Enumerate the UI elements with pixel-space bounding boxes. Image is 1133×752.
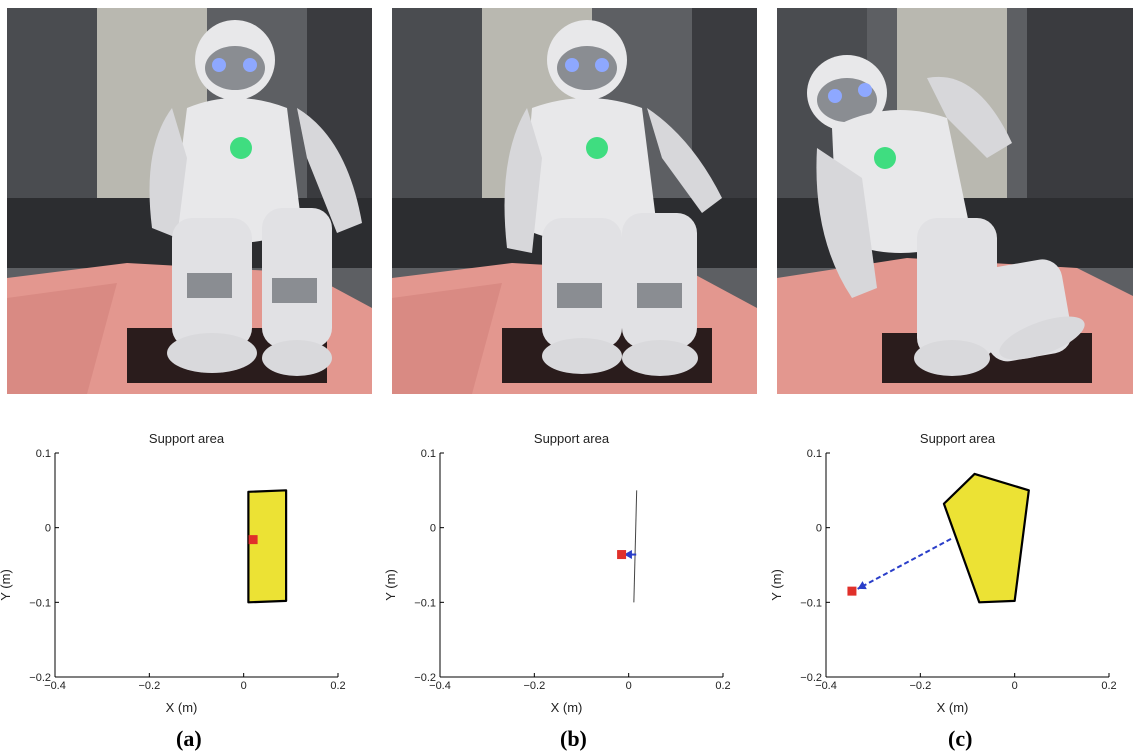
support-polygon (942, 472, 1030, 604)
x-tick-label: 0 (1012, 680, 1018, 692)
y-axis-label: Y (m) (769, 569, 784, 601)
robot-photo-b (392, 8, 757, 394)
x-tick-label: −0.4 (815, 680, 837, 692)
plot-svg-c: Support area−0.4 −0.2 0 0.2−0.2−0.100.1X (m… (769, 431, 1117, 715)
y-tick-label: 0 (816, 523, 822, 535)
support-polygon (633, 490, 638, 603)
x-tick-label: 0.2 (330, 680, 345, 692)
y-tick-label: −0.2 (414, 672, 436, 684)
x-tick-label: 0.2 (1101, 680, 1116, 692)
y-tick-label: 0 (430, 523, 436, 535)
cop-arrow-line (857, 537, 952, 590)
x-axis-label: X (m) (551, 700, 583, 715)
y-tick-label: 0.1 (807, 448, 822, 460)
y-axis-label: Y (m) (383, 569, 398, 601)
cop-marker (248, 535, 258, 545)
cop-arrow-head (623, 550, 632, 560)
robot-photo-c (777, 8, 1133, 394)
panel-label-b: (b) (560, 726, 587, 751)
x-tick-label: 0.2 (715, 680, 730, 692)
x-tick-label: −0.4 (429, 680, 451, 692)
plot-svg-a: Support area−0.4 −0.2 0 0.2−0.2−0.100.1X (m… (0, 431, 346, 715)
x-tick-label: −0.2 (138, 680, 160, 692)
panel-label-a: (a) (176, 726, 202, 751)
panel-label-c: (c) (948, 726, 973, 751)
chart-title: Support area (534, 431, 610, 446)
support-area-plot-c: Support area −0.4 −0.2 0 0.2 −0.2 −0.1 0 0.1 X (m… (769, 425, 1117, 725)
robot-photo-a (7, 8, 372, 394)
y-tick-label: −0.1 (414, 597, 436, 609)
x-axis-label: X (m) (166, 700, 198, 715)
chart-title: Support area (149, 431, 225, 446)
y-tick-label: −0.1 (29, 597, 51, 609)
plot-svg-b: Support area−0.4 −0.2 0 0.2−0.2−0.100.1X (m… (383, 431, 731, 715)
x-axis-label: X (m) (937, 700, 969, 715)
support-area-plot-a: Support area −0.4 −0.2 0 0.2 −0.2 −0.1 0 0.1 X (m… (0, 425, 346, 725)
chart-title: Support area (920, 431, 996, 446)
y-tick-label: 0.1 (421, 448, 436, 460)
y-tick-label: 0.1 (36, 448, 51, 460)
y-tick-label: −0.2 (29, 672, 51, 684)
y-tick-label: 0 (45, 523, 51, 535)
x-tick-label: −0.2 (909, 680, 931, 692)
cop-marker (847, 586, 857, 596)
x-tick-label: −0.4 (44, 680, 66, 692)
y-tick-label: −0.1 (800, 597, 822, 609)
cop-marker (617, 550, 627, 560)
support-polygon (247, 489, 288, 604)
x-tick-label: 0 (241, 680, 247, 692)
cop-arrow-head (857, 581, 867, 590)
y-tick-label: −0.2 (800, 672, 822, 684)
y-axis-label: Y (m) (0, 569, 13, 601)
x-tick-label: 0 (626, 680, 632, 692)
x-tick-label: −0.2 (523, 680, 545, 692)
support-area-plot-b: Support area −0.4 −0.2 0 0.2 −0.2 −0.1 0 0.1 X (m… (383, 425, 731, 725)
